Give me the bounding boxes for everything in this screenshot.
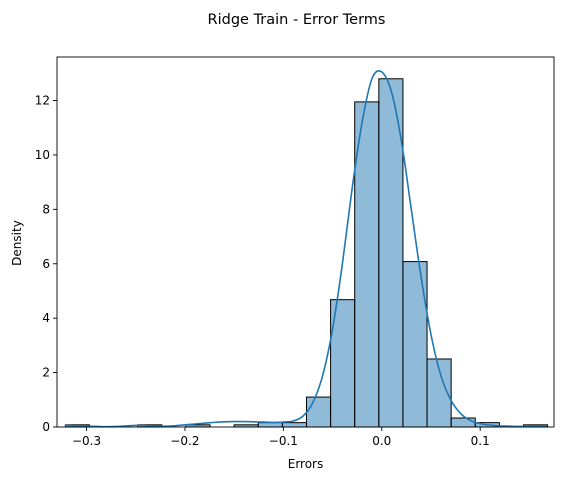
x-tick-label-4: 0.1 xyxy=(471,434,490,448)
histogram-bar-8 xyxy=(257,422,283,428)
histogram-bar-14 xyxy=(402,261,428,428)
histogram-bar-10 xyxy=(305,396,332,428)
histogram-bar-12 xyxy=(354,101,380,428)
x-tick-label-2: −0.1 xyxy=(269,434,298,448)
x-tick-label-0: −0.3 xyxy=(72,434,101,448)
histogram-bar-9 xyxy=(281,422,307,428)
y-tick-label-0: 0 xyxy=(42,420,50,434)
histogram-bar-16 xyxy=(450,417,476,428)
y-tick-label-6: 12 xyxy=(35,94,50,108)
y-axis-ticks: 0 2 4 6 8 10 12 xyxy=(35,94,57,434)
histogram-bar-13 xyxy=(378,78,404,428)
x-tick-label-3: 0.0 xyxy=(372,434,391,448)
kde-curve xyxy=(64,70,548,428)
x-axis-label: Errors xyxy=(288,457,324,471)
y-tick-label-3: 6 xyxy=(42,257,50,271)
y-tick-label-4: 8 xyxy=(42,202,50,216)
x-tick-label-1: −0.2 xyxy=(170,434,199,448)
y-tick-label-2: 4 xyxy=(42,311,50,325)
y-tick-label-5: 10 xyxy=(35,148,50,162)
x-axis-ticks: −0.3 −0.2 −0.1 0.0 0.1 xyxy=(72,427,490,448)
chart-title: Ridge Train - Error Terms xyxy=(208,12,386,28)
y-tick-label-1: 2 xyxy=(42,366,50,380)
plot-area-frame xyxy=(56,56,555,428)
histogram-bars xyxy=(64,78,549,428)
y-axis-label: Density xyxy=(10,220,24,266)
